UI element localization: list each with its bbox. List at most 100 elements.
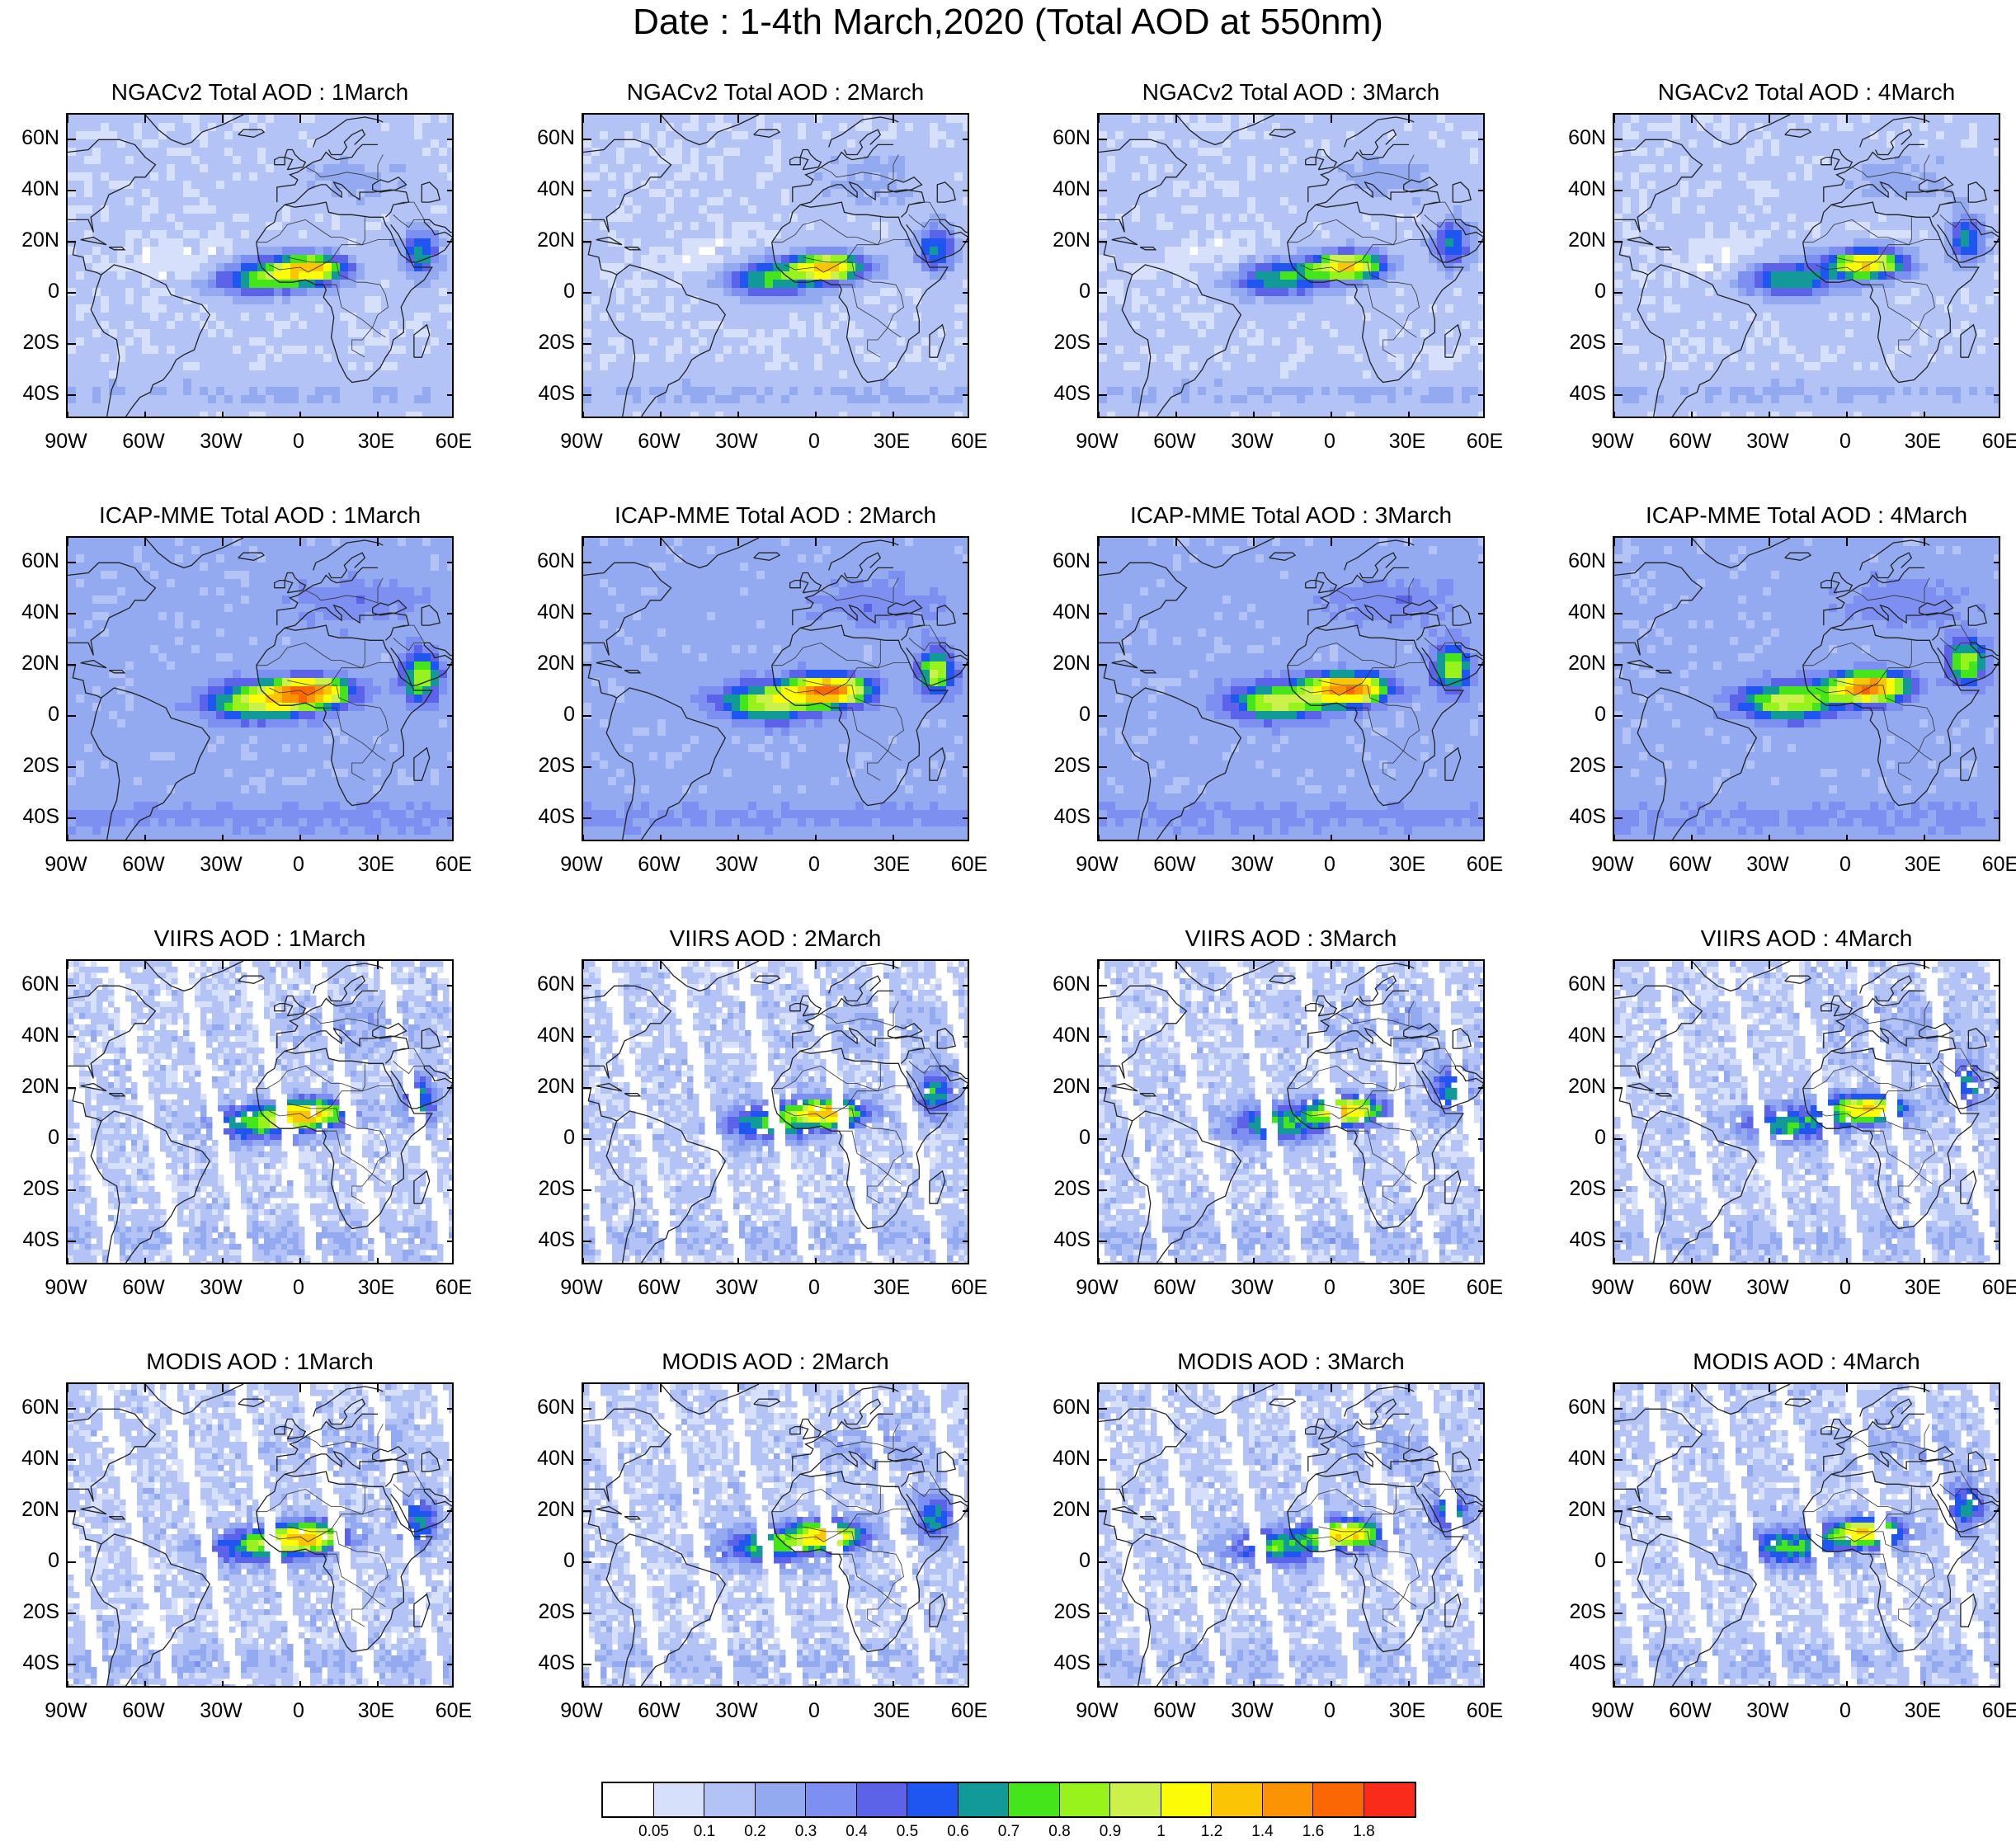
- longitude-tick-label: 90W: [1064, 1276, 1130, 1299]
- latitude-tick-label: 60N: [530, 972, 575, 996]
- aod-field-svg: [1614, 115, 2000, 418]
- longitude-tick-label: 0: [1812, 853, 1878, 876]
- latitude-tick-label: 40S: [1561, 805, 1606, 828]
- latitude-tick-label: 20N: [1561, 652, 1606, 675]
- latitude-tick-label: 20S: [1046, 1177, 1090, 1200]
- latitude-tick-label: 0: [1561, 1549, 1606, 1572]
- latitude-tick-label: 40S: [1046, 1228, 1090, 1251]
- latitude-tick-label: 40N: [15, 1024, 59, 1047]
- latitude-tick-label: 0: [530, 1549, 575, 1572]
- latitude-tick-label: 20S: [530, 754, 575, 777]
- latitude-tick-label: 0: [15, 703, 59, 726]
- colorbar-box: [959, 1783, 1010, 1816]
- latitude-tick-label: 20S: [1561, 1600, 1606, 1623]
- latitude-tick-label: 20N: [15, 1075, 59, 1098]
- latitude-tick-label: 20N: [530, 228, 575, 252]
- longitude-tick-label: 60E: [936, 1276, 1002, 1299]
- longitude-tick-label: 0: [1812, 430, 1878, 453]
- latitude-tick-label: 60N: [1561, 1396, 1606, 1419]
- aod-field-svg: [1614, 1384, 2000, 1688]
- latitude-tick-label: 0: [1046, 1126, 1090, 1149]
- latitude-tick-label: 0: [530, 1126, 575, 1149]
- longitude-tick-label: 60W: [626, 430, 692, 453]
- longitude-tick-label: 30E: [343, 1276, 409, 1299]
- colorbar-box: [857, 1783, 908, 1816]
- longitude-tick-label: 0: [1297, 430, 1363, 453]
- longitude-tick-label: 60E: [1452, 1699, 1518, 1722]
- longitude-tick-label: 60E: [1452, 430, 1518, 453]
- latitude-tick-label: 40N: [530, 1024, 575, 1047]
- longitude-tick-label: 60E: [1967, 430, 2016, 453]
- latitude-tick-label: 40N: [1046, 1024, 1090, 1047]
- longitude-tick-label: 60W: [1657, 1276, 1723, 1299]
- panel-title: ICAP-MME Total AOD : 4March: [1613, 501, 2000, 530]
- longitude-tick-label: 30W: [188, 853, 254, 876]
- longitude-tick-label: 90W: [549, 430, 615, 453]
- latitude-tick-label: 40N: [1046, 177, 1090, 200]
- latitude-tick-label: 40N: [1561, 1024, 1606, 1047]
- longitude-tick-label: 90W: [1580, 853, 1646, 876]
- latitude-tick-label: 0: [15, 1126, 59, 1149]
- colorbar-box: [907, 1783, 959, 1816]
- longitude-tick-label: 60E: [936, 853, 1002, 876]
- longitude-tick-label: 30E: [1890, 1276, 1956, 1299]
- longitude-tick-label: 30E: [1374, 1276, 1440, 1299]
- latitude-tick-label: 20S: [15, 754, 59, 777]
- latitude-tick-label: 20S: [1046, 1600, 1090, 1623]
- latitude-tick-label: 20S: [530, 1177, 575, 1200]
- longitude-tick-label: 60E: [936, 430, 1002, 453]
- longitude-tick-label: 30W: [1219, 853, 1285, 876]
- latitude-tick-label: 0: [1046, 703, 1090, 726]
- longitude-tick-label: 30W: [704, 430, 770, 453]
- longitude-tick-label: 30E: [343, 853, 409, 876]
- latitude-tick-label: 60N: [1046, 1396, 1090, 1419]
- longitude-tick-label: 60E: [1967, 1699, 2016, 1722]
- panel-title: MODIS AOD : 2March: [582, 1348, 969, 1376]
- colorbar-box: [654, 1783, 705, 1816]
- longitude-tick-label: 0: [1812, 1276, 1878, 1299]
- longitude-tick-label: 30E: [859, 853, 925, 876]
- latitude-tick-label: 20S: [15, 1177, 59, 1200]
- longitude-tick-label: 0: [781, 430, 847, 453]
- latitude-tick-label: 40N: [1561, 177, 1606, 200]
- longitude-tick-label: 30W: [1735, 1276, 1801, 1299]
- longitude-tick-label: 90W: [33, 1699, 99, 1722]
- latitude-tick-label: 0: [530, 280, 575, 303]
- longitude-tick-label: 30W: [188, 430, 254, 453]
- colorbar-box: [806, 1783, 857, 1816]
- latitude-tick-label: 20N: [1561, 228, 1606, 252]
- longitude-tick-label: 30W: [704, 1276, 770, 1299]
- aod-field-svg: [583, 1384, 969, 1688]
- longitude-tick-label: 60E: [1452, 853, 1518, 876]
- longitude-tick-label: 0: [1812, 1699, 1878, 1722]
- aod-field-svg: [68, 115, 454, 418]
- longitude-tick-label: 90W: [33, 853, 99, 876]
- longitude-tick-label: 90W: [1064, 853, 1130, 876]
- aod-map: [1613, 536, 2000, 841]
- colorbar-box: [1212, 1783, 1263, 1816]
- aod-field-svg: [68, 538, 454, 841]
- latitude-tick-label: 60N: [1046, 549, 1090, 572]
- panel-title: VIIRS AOD : 3March: [1097, 925, 1485, 953]
- aod-map: [1613, 113, 2000, 418]
- aod-map: [582, 1382, 969, 1688]
- latitude-tick-label: 20S: [1561, 1177, 1606, 1200]
- longitude-tick-label: 30E: [1890, 853, 1956, 876]
- aod-field-svg: [583, 115, 969, 418]
- longitude-tick-label: 90W: [549, 853, 615, 876]
- latitude-tick-label: 60N: [530, 1396, 575, 1419]
- longitude-tick-label: 90W: [549, 1699, 615, 1722]
- longitude-tick-label: 60E: [421, 1699, 487, 1722]
- panel-title: NGACv2 Total AOD : 2March: [582, 78, 969, 106]
- longitude-tick-label: 0: [781, 1699, 847, 1722]
- latitude-tick-label: 20N: [15, 652, 59, 675]
